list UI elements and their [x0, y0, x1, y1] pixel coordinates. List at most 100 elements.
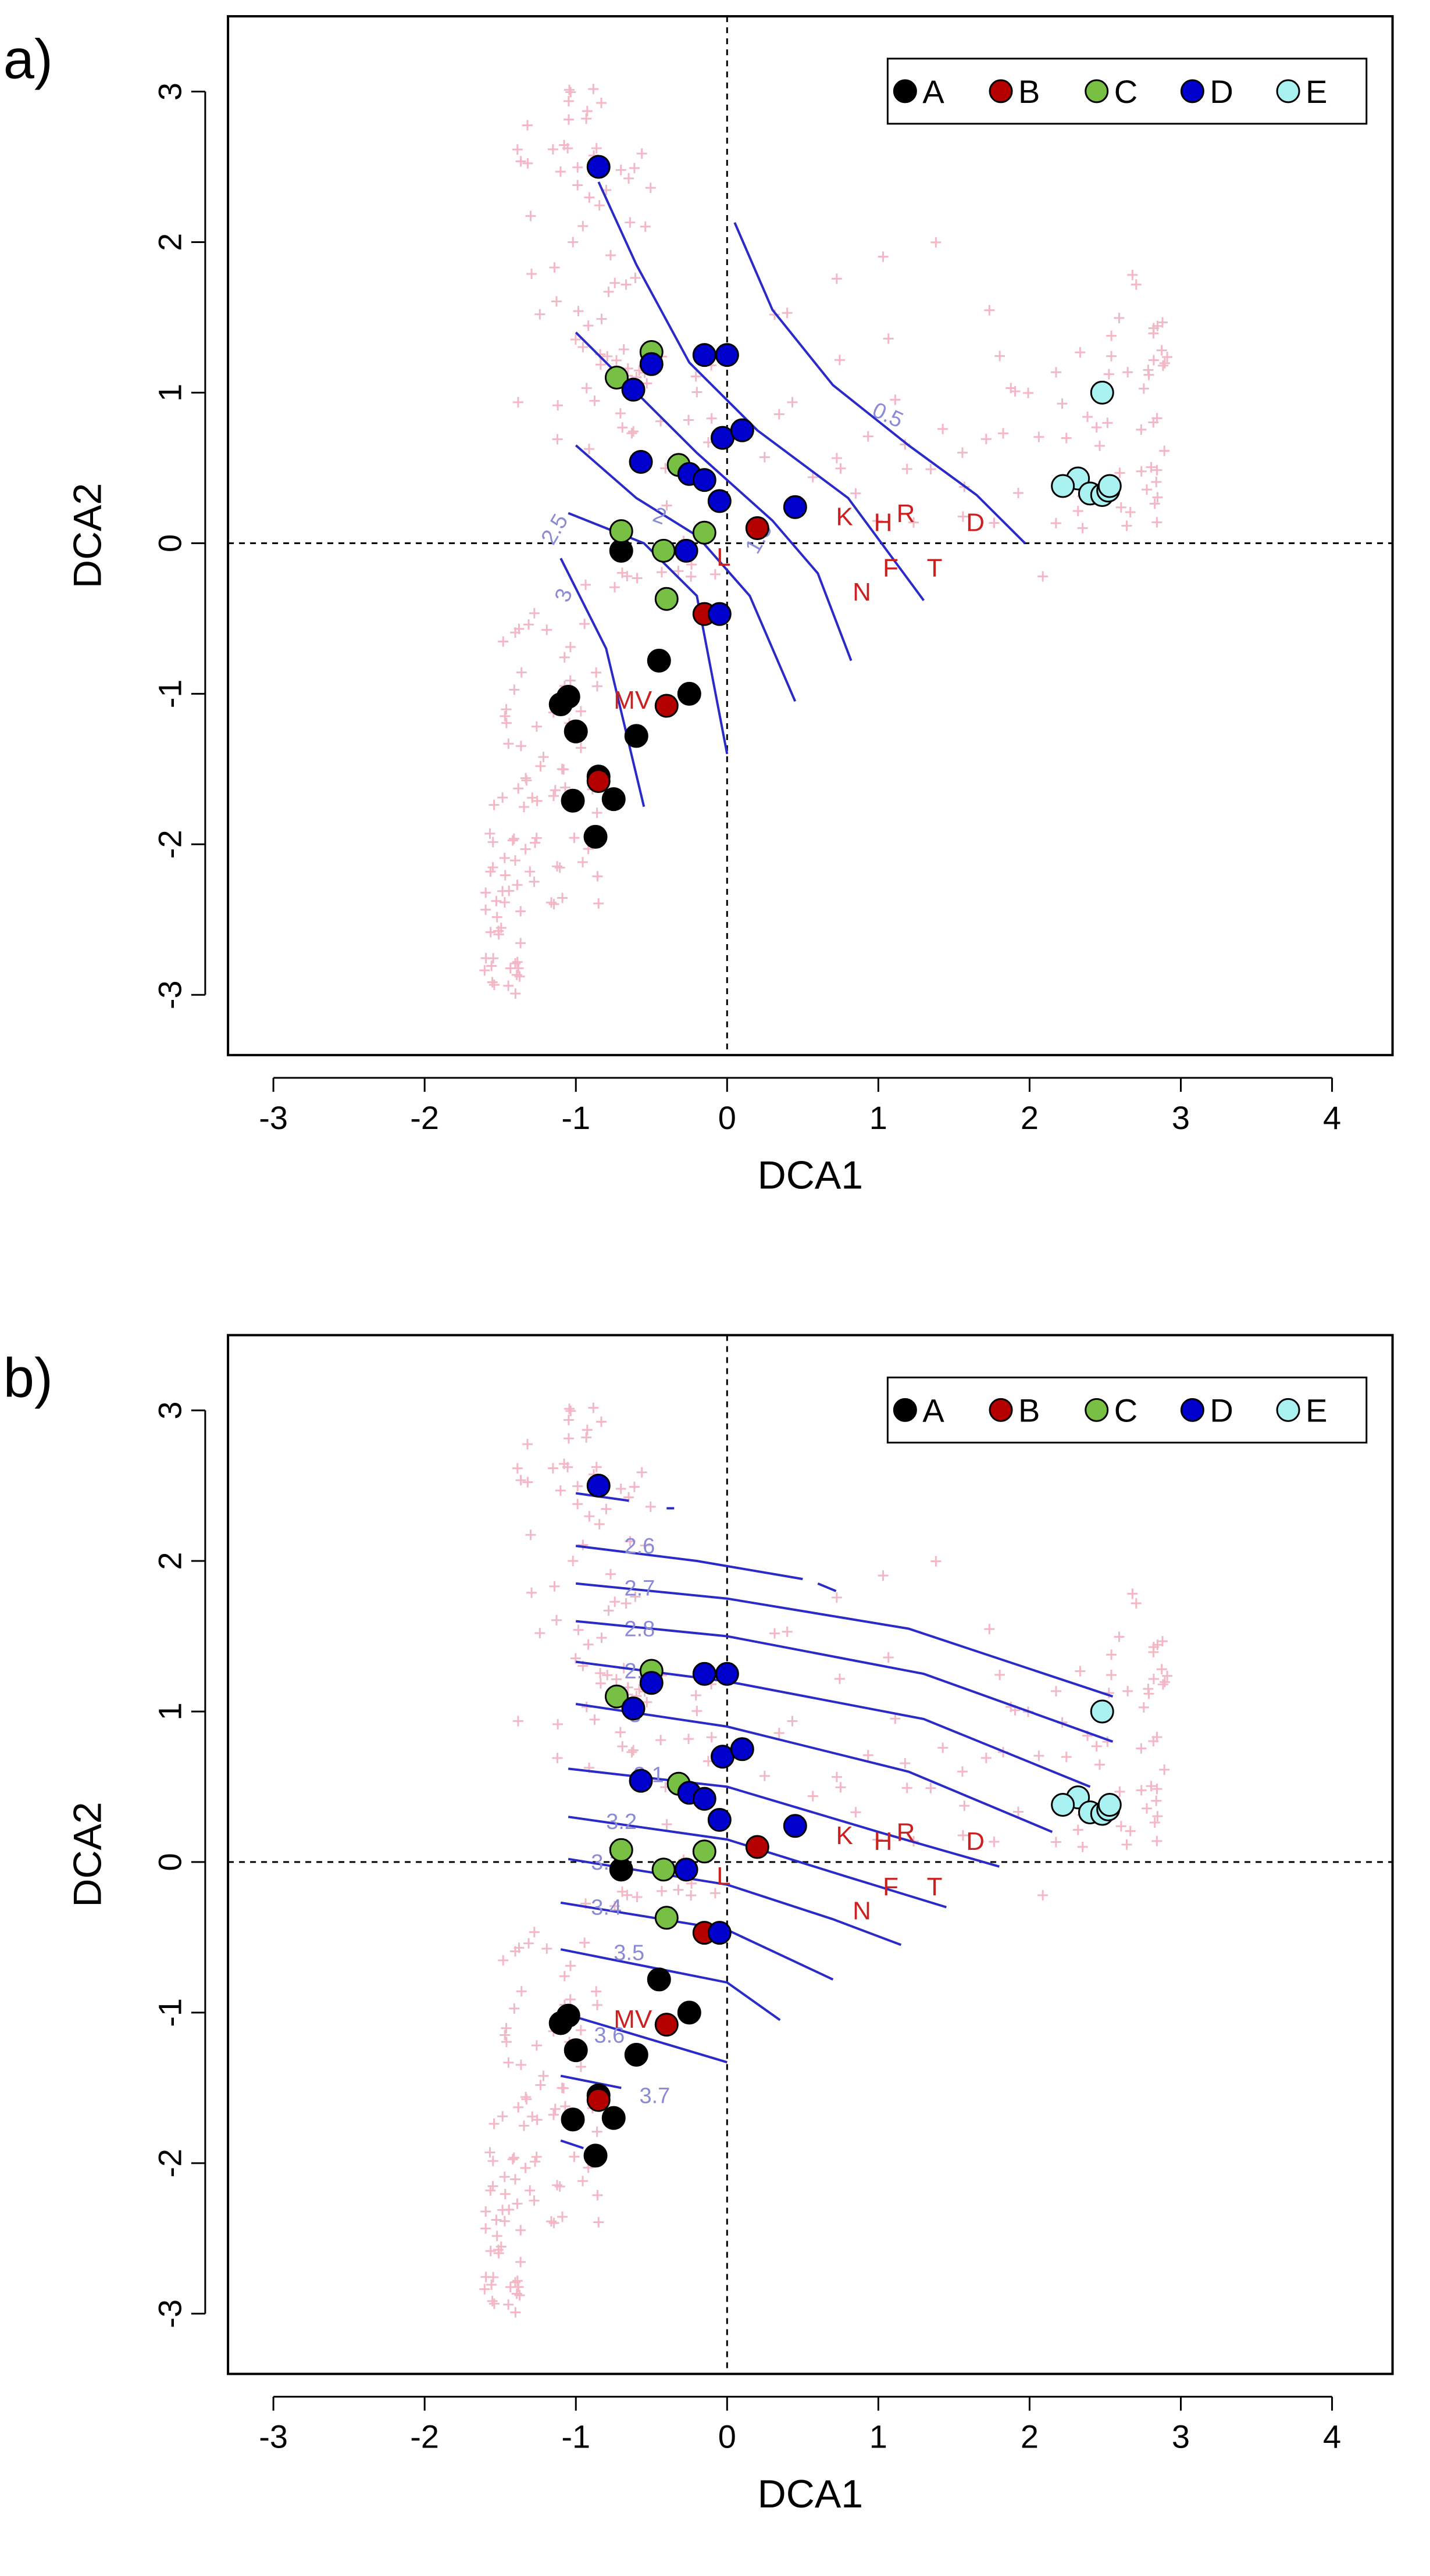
- site-point: [611, 1674, 622, 1685]
- contour-line: [560, 1948, 781, 2021]
- site-point: [615, 165, 626, 176]
- site-point: [878, 251, 889, 262]
- site-point: [565, 675, 576, 686]
- point-group-d: [730, 1737, 754, 1762]
- site-point: [1012, 487, 1024, 498]
- site-point: [980, 1752, 992, 1763]
- site-point: [504, 885, 515, 896]
- point-group-c: [604, 1684, 629, 1709]
- site-point: [580, 579, 591, 590]
- site-point: [515, 906, 526, 917]
- contour-label: 2.8: [624, 1617, 655, 1641]
- site-point: [565, 1406, 576, 1417]
- site-point: [563, 114, 574, 125]
- site-point: [499, 897, 510, 908]
- site-point: [615, 408, 626, 419]
- point-group-b: [745, 1835, 769, 1859]
- site-point: [787, 1716, 798, 1727]
- site-point: [630, 1591, 641, 1602]
- site-point: [592, 681, 603, 692]
- contour-line: [575, 1703, 1053, 1833]
- site-point: [526, 269, 537, 280]
- site-point: [552, 1753, 563, 1764]
- site-point: [656, 567, 667, 578]
- contour-label: 3.4: [591, 1896, 622, 1920]
- site-point: [994, 1669, 1005, 1680]
- site-point: [1157, 360, 1168, 371]
- x-axis-title: DCA1: [758, 2472, 863, 2516]
- panel-label: b): [3, 1347, 53, 1409]
- site-point: [484, 828, 495, 839]
- point-group-e: [1051, 1793, 1075, 1817]
- site-point: [592, 1999, 603, 2010]
- site-point: [488, 799, 500, 810]
- site-point: [588, 1402, 599, 1413]
- site-point: [595, 1416, 607, 1427]
- site-point: [625, 217, 636, 228]
- site-point: [527, 2111, 538, 2122]
- legend-swatch-b: [989, 79, 1013, 103]
- site-point: [1094, 440, 1106, 451]
- site-point: [515, 741, 526, 752]
- site-point: [572, 1481, 583, 1492]
- site-point: [565, 641, 576, 652]
- x-tick-label: 2: [1021, 1099, 1039, 1136]
- site-point: [959, 1800, 970, 1812]
- point-group-d: [692, 343, 716, 367]
- site-point: [787, 396, 798, 408]
- site-point: [573, 306, 584, 317]
- x-tick-label: 0: [718, 1099, 736, 1136]
- contour-line: [568, 1857, 902, 1946]
- site-point: [577, 220, 589, 231]
- y-tick-label: 2: [152, 233, 188, 251]
- site-point: [570, 334, 581, 345]
- site-point: [673, 566, 684, 577]
- site-point: [594, 1519, 605, 1530]
- site-point: [584, 192, 595, 203]
- site-point: [554, 862, 565, 873]
- site-point: [516, 1986, 527, 1997]
- site-point: [491, 912, 502, 923]
- site-point: [636, 148, 647, 159]
- site-point: [522, 1477, 533, 1488]
- site-point: [552, 861, 563, 872]
- site-point: [609, 1596, 621, 1607]
- site-point: [1136, 466, 1147, 477]
- site-point: [503, 738, 514, 749]
- legend-swatch-d: [1180, 1398, 1204, 1422]
- site-point: [930, 1556, 942, 1567]
- point-group-a: [624, 724, 648, 748]
- site-point: [531, 2151, 542, 2162]
- y-tick-label: -1: [152, 679, 188, 708]
- site-point: [831, 453, 842, 464]
- site-point: [529, 876, 540, 887]
- site-point: [557, 2211, 568, 2223]
- site-point: [573, 1624, 584, 1635]
- site-point: [512, 2198, 523, 2209]
- point-group-a: [647, 648, 671, 673]
- site-point: [550, 785, 561, 796]
- site-point: [509, 2174, 520, 2185]
- site-point: [1143, 1683, 1154, 1694]
- site-point: [572, 1499, 583, 1510]
- contour-label: 3.6: [594, 2024, 625, 2048]
- x-tick-label: -1: [561, 2418, 590, 2455]
- site-point: [596, 313, 607, 324]
- site-point: [1146, 1781, 1157, 1792]
- site-point: [1152, 492, 1163, 503]
- x-tick-label: 3: [1172, 2418, 1190, 2455]
- group-points: [548, 1474, 1122, 2168]
- point-group-a: [647, 1967, 671, 1992]
- x-tick-label: 1: [869, 1099, 887, 1136]
- site-point: [984, 305, 995, 316]
- species-labels: K H R D L NF T MV: [614, 1818, 985, 2034]
- site-point: [1061, 433, 1072, 444]
- contour-line: [817, 1582, 837, 1592]
- point-group-d: [586, 1474, 611, 1498]
- site-point: [632, 1892, 643, 1903]
- site-point: [525, 2185, 536, 2196]
- site-point: [505, 2282, 516, 2292]
- site-point: [759, 1770, 770, 1781]
- site-point: [984, 1624, 995, 1635]
- site-point: [1156, 345, 1167, 356]
